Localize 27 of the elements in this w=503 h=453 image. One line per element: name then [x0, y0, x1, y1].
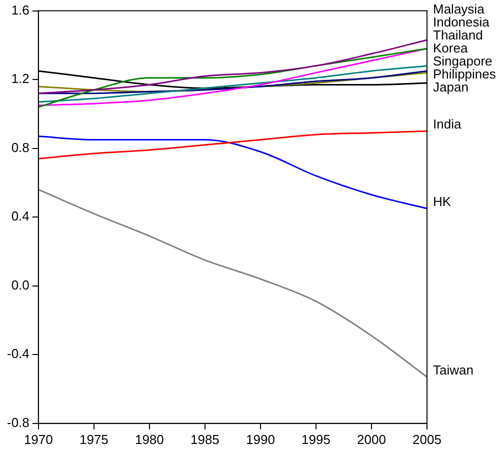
series-label: Taiwan: [433, 362, 474, 378]
y-tick-label: 1.2: [11, 71, 30, 86]
x-tick-label: 1970: [24, 432, 53, 447]
series-label: HK: [433, 194, 452, 210]
x-tick-label: 1975: [79, 432, 108, 447]
series-label: Malaysia: [433, 2, 486, 17]
x-tick-label: 1995: [302, 432, 330, 447]
series-label: Thailand: [433, 28, 483, 43]
y-tick-label: -0.8: [6, 414, 30, 430]
line-series: [38, 39, 427, 94]
x-tick-label: 1990: [246, 432, 275, 447]
y-tick-label: 1.6: [11, 2, 30, 18]
line-series: [38, 136, 427, 210]
series-label: India: [433, 116, 462, 132]
series-label: Singapore: [433, 54, 492, 69]
x-tick-label: 2000: [357, 432, 386, 447]
y-tick-label: -0.4: [6, 346, 30, 362]
line-series: [38, 188, 427, 378]
y-tick-label: 0.8: [11, 140, 30, 155]
x-tick-label: 1980: [134, 432, 164, 447]
line-series: [38, 65, 427, 103]
y-tick-label: 0.0: [11, 277, 30, 292]
x-tick-label: 2005: [412, 432, 442, 447]
x-tick-label: 1985: [190, 432, 220, 447]
y-tick-label: 0.4: [11, 208, 30, 224]
series-label: Korea: [433, 40, 468, 56]
line-series: [38, 130, 427, 160]
